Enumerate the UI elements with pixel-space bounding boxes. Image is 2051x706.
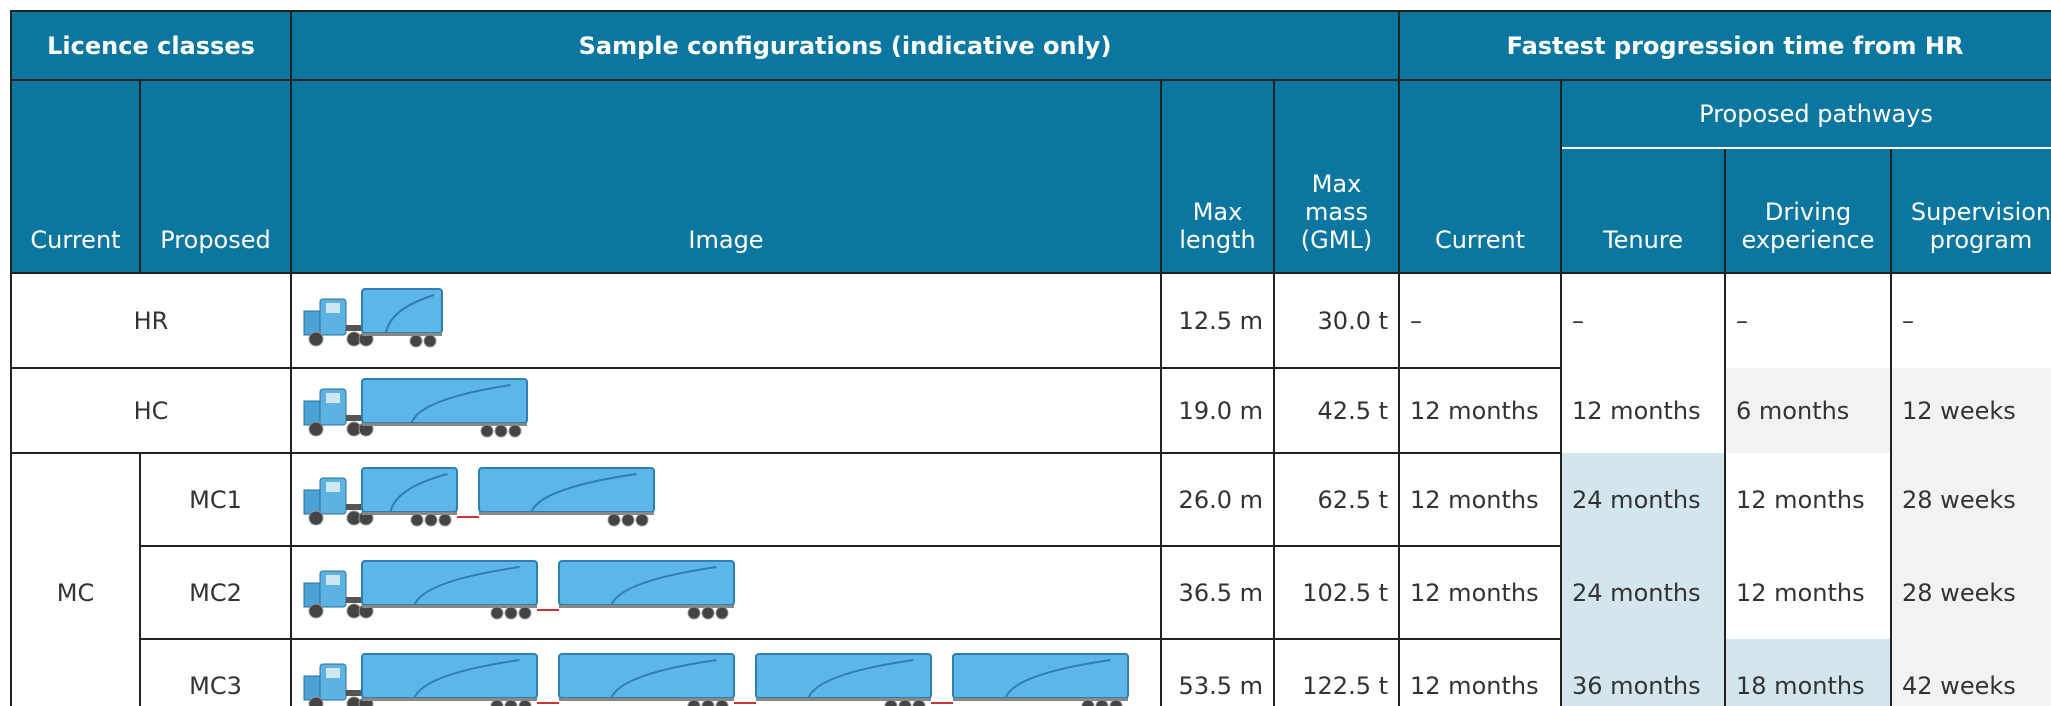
current-time: 12 months (1399, 546, 1561, 639)
licence-class: MC1 (140, 453, 291, 546)
max-mass: 42.5 t (1274, 368, 1399, 453)
group-header: Fastest progression time from HR (1399, 11, 2051, 80)
licence-group: MC (11, 453, 140, 706)
tenure-time: 24 months (1561, 546, 1725, 639)
supervision-time: 28 weeks (1891, 546, 2051, 639)
tenure-time: 12 months (1561, 368, 1725, 453)
max-length: 19.0 m (1161, 368, 1274, 453)
max-mass: 102.5 t (1274, 546, 1399, 639)
max-length: 12.5 m (1161, 273, 1274, 368)
tenure-time: – (1561, 273, 1725, 368)
licence-class: HR (11, 273, 291, 368)
image-cell (291, 546, 1161, 639)
supervision-time: 12 weeks (1891, 368, 2051, 453)
current-time: 12 months (1399, 368, 1561, 453)
max-mass: 30.0 t (1274, 273, 1399, 368)
truck-image (302, 648, 1152, 706)
max-length: 36.5 m (1161, 546, 1274, 639)
tenure-time: 36 months (1561, 639, 1725, 706)
column-header: Max length (1161, 80, 1274, 273)
column-header: Image (291, 80, 1161, 273)
group-header: Licence classes (11, 11, 291, 80)
driving-time: 18 months (1725, 639, 1891, 706)
truck-image (302, 462, 1152, 532)
current-time: 12 months (1399, 639, 1561, 706)
column-header: Supervision program (1891, 148, 2051, 273)
supervision-time: 42 weeks (1891, 639, 2051, 706)
tenure-time: 24 months (1561, 453, 1725, 546)
image-cell (291, 273, 1161, 368)
licence-table: Licence classes Sample configurations (i… (10, 10, 2051, 706)
truck-image (302, 283, 1152, 353)
column-header: Driving experience (1725, 148, 1891, 273)
truck-image (302, 373, 1152, 443)
supervision-time: – (1891, 273, 2051, 368)
licence-class: HC (11, 368, 291, 453)
max-length: 26.0 m (1161, 453, 1274, 546)
driving-time: 12 months (1725, 453, 1891, 546)
driving-time: – (1725, 273, 1891, 368)
page: {"header":{"groups":["Licence classes","… (0, 0, 2051, 706)
subgroup-header: Proposed pathways (1561, 80, 2051, 148)
max-length: 53.5 m (1161, 639, 1274, 706)
image-cell (291, 368, 1161, 453)
max-mass: 62.5 t (1274, 453, 1399, 546)
image-cell (291, 639, 1161, 706)
column-header: Current (11, 80, 140, 273)
column-header: Proposed (140, 80, 291, 273)
column-header: Current (1399, 80, 1561, 273)
image-cell (291, 453, 1161, 546)
current-time: – (1399, 273, 1561, 368)
licence-class: MC3 (140, 639, 291, 706)
driving-time: 6 months (1725, 368, 1891, 453)
column-header: Max mass (GML) (1274, 80, 1399, 273)
max-mass: 122.5 t (1274, 639, 1399, 706)
column-header: Tenure (1561, 148, 1725, 273)
table-container: Licence classes Sample configurations (i… (10, 10, 2051, 706)
driving-time: 12 months (1725, 546, 1891, 639)
truck-image (302, 555, 1152, 625)
current-time: 12 months (1399, 453, 1561, 546)
supervision-time: 28 weeks (1891, 453, 2051, 546)
group-header: Sample configurations (indicative only) (291, 11, 1399, 80)
licence-class: MC2 (140, 546, 291, 639)
